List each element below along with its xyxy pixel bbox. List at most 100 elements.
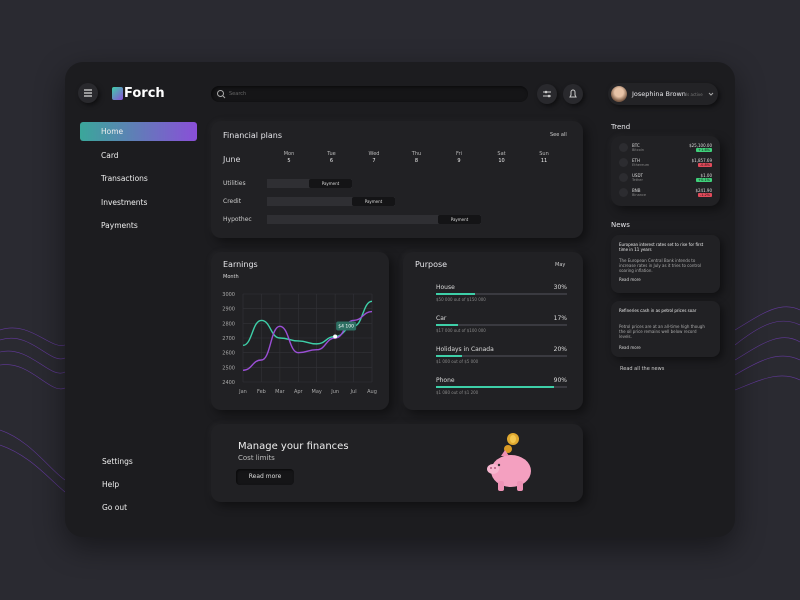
avatar: [611, 86, 627, 102]
search-placeholder: Search: [229, 91, 247, 97]
row-label: Credit: [223, 198, 242, 205]
chevron: [708, 92, 714, 96]
all-news-link[interactable]: Read all the news: [620, 366, 665, 372]
purpose-name: House: [436, 284, 455, 291]
purpose-name: Holidays in Canada: [436, 346, 494, 353]
card-title: Purpose: [415, 260, 448, 269]
payment-tag: Payment: [352, 197, 395, 206]
row-bar: [267, 215, 481, 224]
day-date: 11: [540, 158, 548, 164]
coin-symbol: BNB: [632, 188, 641, 193]
purpose-card: Purpose May House 30% $50 000 out of $150 …: [403, 252, 583, 410]
user-name: Josephina Brown: [632, 90, 686, 98]
day-date: 7: [372, 158, 376, 164]
user-status: Is active: [686, 92, 703, 97]
month-label: June: [223, 155, 241, 164]
y-tick-label: 2800: [222, 321, 235, 327]
news-body: The European Central Bank intends to inc…: [619, 258, 702, 273]
purpose-percent: 90%: [553, 377, 567, 384]
row-bar: [267, 197, 395, 206]
purpose-percent: 30%: [553, 284, 567, 291]
filter-button[interactable]: [537, 84, 557, 104]
news-card: Refineries cash in as petrol prices soar…: [611, 301, 720, 357]
day-name: Thu: [411, 151, 422, 157]
day-date: 6: [329, 158, 334, 164]
highlight-point: [333, 334, 338, 339]
y-tick-label: 2400: [222, 380, 235, 386]
x-tick-label: Apr: [294, 389, 304, 395]
coin-icon: [619, 143, 628, 152]
payment-tag: Payment: [438, 215, 481, 224]
coin-symbol: BTC: [632, 143, 640, 148]
day-date: 9: [457, 158, 461, 164]
bell-icon: [569, 89, 577, 98]
coin-price: $1.00: [700, 173, 712, 178]
coin-name: Binance: [632, 193, 647, 197]
nav-item[interactable]: Investments: [80, 193, 197, 212]
purpose-detail: $1 000 out of $5 000: [436, 359, 479, 364]
y-tick-label: 2900: [222, 307, 235, 313]
news-headline: European interest rates set to rise for …: [619, 242, 704, 252]
coin-change: +1.6%: [696, 148, 712, 152]
progress-fill: [436, 324, 459, 326]
progress-fill: [436, 355, 463, 357]
read-more-button[interactable]: Read more: [236, 469, 294, 485]
nav-item[interactable]: Settings: [80, 452, 197, 471]
progress-track: [436, 324, 567, 326]
nav-item[interactable]: Help: [80, 475, 197, 494]
news-link[interactable]: Read more: [619, 345, 641, 350]
search-box[interactable]: Search: [211, 86, 528, 102]
coin-symbol: ETH: [632, 158, 640, 163]
nav-label: Investments: [101, 197, 148, 207]
x-tick-label: May: [312, 389, 322, 395]
tooltip-box: [336, 321, 357, 331]
menu-icon: [84, 89, 92, 97]
day-name: Wed: [368, 151, 380, 157]
purpose-detail: $17 000 out of $100 000: [436, 328, 486, 333]
menu-button[interactable]: [78, 83, 98, 103]
x-tick-label: Feb: [257, 389, 266, 395]
x-tick-label: Jan: [238, 389, 247, 395]
progress-track: [436, 355, 567, 357]
progress-track: [436, 293, 567, 295]
coin-icon: [619, 158, 628, 167]
x-tick-label: Jun: [330, 389, 339, 395]
day-name: Sun: [539, 151, 549, 157]
news-card: European interest rates set to rise for …: [611, 235, 720, 293]
day-name: Tue: [327, 151, 336, 157]
financial-plans-card: Financial plans See all June Mon 5 Tue 6 Wed…: [211, 121, 583, 238]
purpose-detail: $50 000 out of $150 000: [436, 297, 486, 302]
period-filter[interactable]: May: [555, 262, 566, 268]
purpose-name: Car: [436, 315, 447, 322]
nav-item[interactable]: Go out: [80, 498, 197, 517]
row-label: Hypothec: [223, 216, 252, 223]
see-all-link[interactable]: See all: [550, 132, 567, 138]
nav-label: Help: [102, 480, 120, 489]
nav-item[interactable]: Home: [80, 122, 197, 141]
logo-mark: [112, 87, 123, 100]
promo-title: Manage your finances: [238, 441, 349, 452]
section-title: News: [611, 221, 630, 229]
news-link[interactable]: Read more: [619, 277, 641, 282]
purpose-percent: 17%: [553, 315, 567, 322]
purpose-detail: $1 080 out of $1 200: [436, 390, 479, 395]
card-title: Financial plans: [223, 131, 283, 140]
y-tick-label: 2500: [222, 365, 235, 371]
x-tick-label: Jul: [350, 389, 357, 395]
earnings-card: Earnings Month 2400 2500 2600 2700 2800 2900 3…: [211, 252, 389, 410]
earnings-chart: 2400 2500 2600 2700 2800 2900 3000 Jan Feb Mar Apr…: [222, 292, 377, 395]
filter-icon: [543, 90, 551, 98]
nav-item[interactable]: Transactions: [80, 169, 197, 188]
nav-item[interactable]: Card: [80, 146, 197, 165]
purpose-percent: 20%: [553, 346, 567, 353]
period-filter[interactable]: Month: [223, 274, 239, 280]
coin-price: $1,857.69: [691, 158, 712, 163]
coin-symbol: USDT: [632, 173, 643, 178]
news-headline: Refineries cash in as petrol prices soar: [619, 308, 697, 313]
brand: Forch: [124, 86, 165, 101]
user-menu[interactable]: Josephina Brown Is active: [608, 83, 718, 105]
notifications-button[interactable]: [563, 84, 583, 104]
nav-item[interactable]: Payments: [80, 216, 197, 235]
y-tick-label: 2600: [222, 351, 235, 357]
nav-label: Card: [101, 150, 119, 160]
